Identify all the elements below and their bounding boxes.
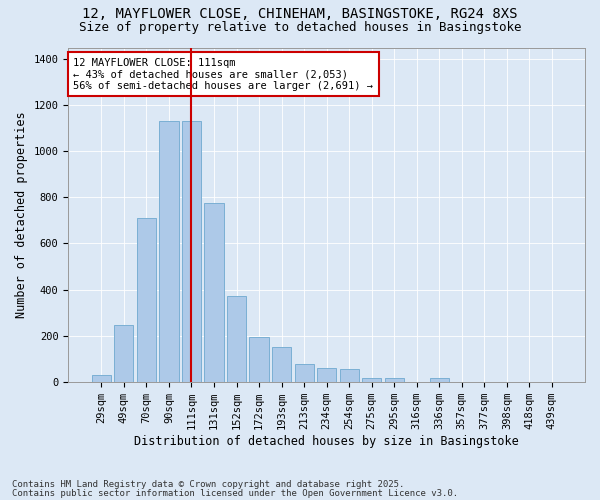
Text: 12 MAYFLOWER CLOSE: 111sqm
← 43% of detached houses are smaller (2,053)
56% of s: 12 MAYFLOWER CLOSE: 111sqm ← 43% of deta…	[73, 58, 373, 90]
Bar	[362, 378, 381, 382]
Bar	[385, 378, 404, 382]
Bar	[182, 122, 201, 382]
Bar	[430, 378, 449, 382]
Bar	[160, 122, 179, 382]
Y-axis label: Number of detached properties: Number of detached properties	[15, 112, 28, 318]
Bar	[137, 218, 156, 382]
Bar	[92, 376, 111, 382]
Bar	[272, 347, 291, 382]
Text: Contains public sector information licensed under the Open Government Licence v3: Contains public sector information licen…	[12, 489, 458, 498]
Bar	[317, 368, 336, 382]
Bar	[114, 324, 133, 382]
Bar	[205, 203, 224, 382]
Text: Size of property relative to detached houses in Basingstoke: Size of property relative to detached ho…	[79, 21, 521, 34]
Bar	[227, 296, 246, 382]
Text: 12, MAYFLOWER CLOSE, CHINEHAM, BASINGSTOKE, RG24 8XS: 12, MAYFLOWER CLOSE, CHINEHAM, BASINGSTO…	[82, 8, 518, 22]
X-axis label: Distribution of detached houses by size in Basingstoke: Distribution of detached houses by size …	[134, 434, 519, 448]
Bar	[295, 364, 314, 382]
Bar	[250, 337, 269, 382]
Text: Contains HM Land Registry data © Crown copyright and database right 2025.: Contains HM Land Registry data © Crown c…	[12, 480, 404, 489]
Bar	[340, 369, 359, 382]
